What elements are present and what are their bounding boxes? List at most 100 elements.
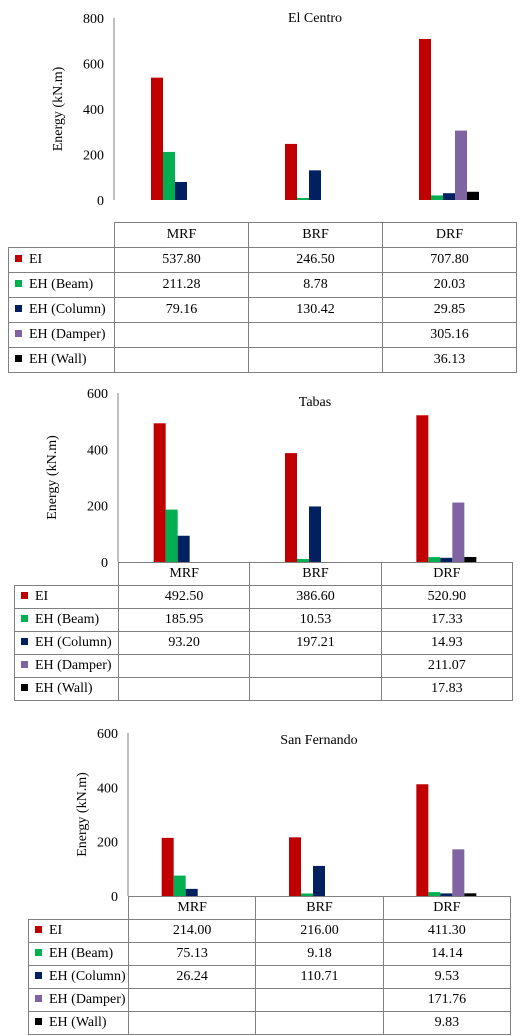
legend-key-eh-wall: [21, 684, 28, 691]
data-label-eh-wall-brf: [248, 347, 383, 373]
table-row: EH (Damper) 305.16: [8, 322, 517, 348]
table-corner: [28, 896, 129, 920]
data-table: MRF BRF DRF EI 537.80 246.50 707.80 EH (Beam) 21…: [8, 222, 517, 373]
data-label-eh-damper-drf: 171.76: [382, 988, 511, 1012]
chart-tabas: 0 200 400 600 Energy (kN.m) Tabas MRF BRF DRF EI 4…: [0, 378, 523, 701]
bar-eh-beam-brf: [301, 893, 313, 896]
y-tick-label: 400: [87, 443, 108, 458]
legend-key-eh-beam: [35, 949, 42, 956]
legend-key-eh-beam: [15, 280, 22, 287]
data-label-eh-damper-brf: [249, 654, 382, 678]
category-label-drf: DRF: [382, 896, 511, 920]
data-label-ei-drf: 520.90: [380, 585, 513, 609]
bar-eh-damper-drf: [455, 130, 467, 200]
category-label-brf: BRF: [249, 562, 382, 586]
bar-eh-beam-brf: [297, 559, 309, 562]
bar-eh-wall-drf: [464, 556, 477, 562]
data-label-eh-column-drf: 14.93: [380, 631, 513, 655]
data-label-eh-wall-mrf: [117, 677, 251, 701]
bar-eh-beam-drf: [428, 557, 441, 562]
bar-eh-damper-drf: [452, 849, 465, 896]
table-corner: [14, 562, 119, 586]
legend-key-ei: [35, 926, 42, 933]
data-table: MRF BRF DRF EI 214.00 216.00 411.30 EH (Beam) 75…: [28, 896, 511, 1035]
bar-ei-mrf: [161, 837, 174, 896]
chart-plot: 0 200 400 600 800 Energy (kN.m) El Centro: [51, 11, 479, 209]
table-row: EH (Damper) 171.76: [28, 988, 511, 1012]
data-label-ei-brf: 216.00: [255, 919, 384, 943]
legend-entry: EH (Beam): [8, 272, 115, 298]
bar-eh-column-drf: [440, 557, 453, 562]
y-tick-label: 800: [83, 12, 104, 27]
category-label-drf: DRF: [382, 222, 517, 248]
bar-eh-column-mrf: [185, 888, 198, 896]
data-label-eh-beam-drf: 17.33: [380, 608, 513, 632]
table-row: EH (Beam) 211.28 8.78 20.03: [8, 272, 517, 298]
category-label-mrf: MRF: [114, 222, 249, 248]
category-label-mrf: MRF: [117, 562, 251, 586]
data-label-eh-wall-drf: 36.13: [382, 347, 517, 373]
legend-label: EH (Column): [35, 635, 112, 650]
data-label-eh-wall-brf: [249, 677, 382, 701]
legend-entry: EH (Column): [14, 631, 119, 655]
data-label-eh-column-brf: 197.21: [249, 631, 382, 655]
bar-eh-beam-brf: [297, 198, 309, 200]
bar-eh-beam-mrf: [163, 151, 175, 200]
legend-entry: EI: [14, 585, 119, 609]
legend-label: EH (Wall): [35, 681, 93, 696]
category-label-drf: DRF: [380, 562, 513, 586]
data-label-ei-mrf: 537.80: [114, 247, 249, 273]
legend-key-eh-wall: [35, 1018, 42, 1025]
table-row: EI 214.00 216.00 411.30: [28, 919, 511, 943]
legend-key-eh-damper: [21, 661, 28, 668]
legend-entry: EH (Beam): [28, 942, 129, 966]
data-label-eh-damper-drf: 305.16: [382, 322, 517, 348]
chart-el-centro: 0 200 400 600 800 Energy (kN.m) El Centro MRF BR…: [0, 0, 523, 373]
data-label-eh-column-mrf: 26.24: [127, 965, 257, 989]
data-label-ei-drf: 411.30: [382, 919, 511, 943]
chart-san-fernando: 0 200 400 600 Energy (kN.m) San Fernando MRF BR…: [0, 718, 523, 1036]
legend-entry: EI: [28, 919, 129, 943]
legend-key-eh-damper: [35, 995, 42, 1002]
data-label-eh-beam-mrf: 185.95: [117, 608, 251, 632]
data-label-eh-column-drf: 29.85: [382, 297, 517, 323]
table-row: EH (Column) 93.20 197.21 14.93: [14, 631, 513, 655]
legend-label: EH (Wall): [29, 352, 87, 367]
y-tick-label: 600: [87, 387, 108, 402]
category-label-brf: BRF: [248, 222, 383, 248]
legend-label: EH (Beam): [29, 277, 94, 292]
y-tick-label: 200: [97, 836, 118, 851]
chart-title: El Centro: [288, 11, 342, 26]
table-row: EH (Column) 79.16 130.42 29.85: [8, 297, 517, 323]
table-row: EH (Damper) 211.07: [14, 654, 513, 678]
data-table: MRF BRF DRF EI 492.50 386.60 520.90 EH (Beam) 18…: [14, 562, 513, 701]
data-label-ei-mrf: 214.00: [127, 919, 257, 943]
legend-label: EH (Damper): [49, 992, 126, 1007]
legend-entry: EH (Column): [28, 965, 129, 989]
bar-eh-wall-drf: [467, 191, 479, 200]
data-label-ei-mrf: 492.50: [117, 585, 251, 609]
legend-key-ei: [15, 255, 22, 262]
data-label-eh-damper-mrf: [127, 988, 257, 1012]
bar-ei-brf: [289, 837, 301, 896]
data-label-eh-wall-mrf: [127, 1011, 257, 1035]
bar-eh-column-mrf: [175, 181, 187, 200]
data-label-eh-damper-brf: [255, 988, 384, 1012]
data-label-eh-wall-drf: 9.83: [382, 1011, 511, 1035]
legend-entry: EH (Damper): [14, 654, 119, 678]
data-label-eh-column-mrf: 93.20: [117, 631, 251, 655]
legend-entry: EH (Column): [8, 297, 115, 323]
legend-label: EI: [29, 252, 43, 267]
y-tick-label: 600: [83, 58, 104, 73]
y-tick-label: 200: [83, 149, 104, 164]
y-tick-label: 400: [83, 103, 104, 118]
table-corner: [8, 222, 115, 248]
table-row: EH (Beam) 185.95 10.53 17.33: [14, 608, 513, 632]
bar-ei-mrf: [151, 77, 163, 200]
legend-key-eh-column: [21, 638, 28, 645]
chart-title: Tabas: [299, 395, 331, 410]
y-axis-label: Energy (kN.m): [75, 772, 90, 857]
data-label-eh-beam-mrf: 211.28: [114, 272, 249, 298]
data-label-eh-column-drf: 9.53: [382, 965, 511, 989]
data-label-eh-damper-drf: 211.07: [380, 654, 513, 678]
